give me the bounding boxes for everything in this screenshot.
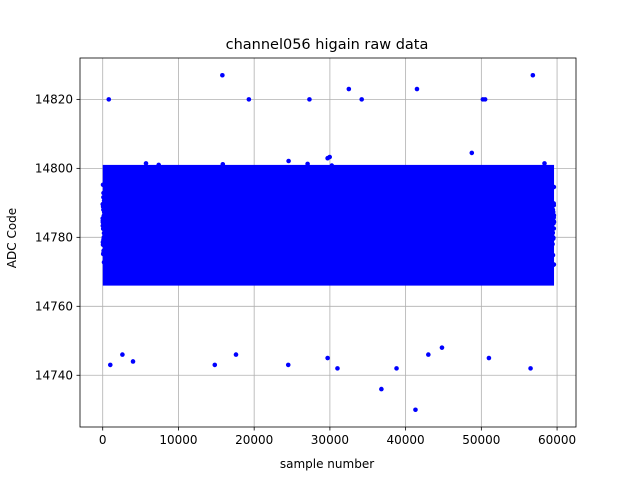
outlier-point bbox=[346, 86, 352, 92]
x-tick-label: 60000 bbox=[538, 433, 576, 447]
x-tick-label: 0 bbox=[99, 433, 107, 447]
outlier-point bbox=[220, 72, 225, 78]
chart-title: channel056 higain raw data bbox=[226, 37, 429, 53]
y-axis-label: ADC Code bbox=[5, 208, 19, 268]
outlier-point bbox=[359, 97, 364, 102]
dense-band-core bbox=[102, 164, 555, 286]
x-tick-label: 20000 bbox=[235, 433, 273, 447]
x-tick-label: 40000 bbox=[387, 433, 425, 447]
outlier-point bbox=[439, 345, 445, 350]
y-tick-label: 14780 bbox=[35, 231, 73, 245]
outlier-point bbox=[325, 355, 330, 361]
outlier-point bbox=[335, 366, 340, 371]
plot-frame bbox=[79, 57, 577, 428]
outlier-point bbox=[233, 352, 239, 357]
y-tick-label: 14820 bbox=[35, 93, 73, 107]
outlier-point bbox=[486, 355, 492, 361]
outlier-point bbox=[106, 97, 112, 102]
outlier-point bbox=[212, 362, 218, 368]
y-tick-label: 14760 bbox=[35, 300, 73, 314]
outlier-point bbox=[285, 362, 291, 368]
x-tick-label: 50000 bbox=[462, 433, 500, 447]
outlier-point bbox=[307, 97, 312, 102]
outlier-point bbox=[426, 352, 431, 357]
x-axis-label: sample number bbox=[280, 457, 374, 471]
outlier-point bbox=[394, 366, 399, 371]
x-tick-label: 10000 bbox=[159, 433, 197, 447]
outlier-point bbox=[107, 362, 113, 368]
x-axis-ticks: 0 10000 20000 30000 40000 50000 60000 bbox=[99, 427, 576, 447]
y-tick-label: 14740 bbox=[35, 369, 73, 383]
outlier-point bbox=[246, 97, 252, 102]
y-tick-label: 14800 bbox=[35, 162, 73, 176]
y-axis-ticks: 14740 14760 14780 14800 14820 bbox=[35, 93, 80, 383]
outlier-point bbox=[482, 97, 488, 102]
x-tick-label: 30000 bbox=[311, 433, 349, 447]
outlier-point bbox=[530, 72, 536, 78]
data-points bbox=[100, 72, 557, 413]
outlier-point bbox=[414, 86, 420, 92]
outlier-point bbox=[528, 366, 533, 371]
outlier-point bbox=[413, 407, 418, 413]
outlier-point bbox=[120, 352, 125, 357]
outlier-point bbox=[379, 386, 384, 392]
outlier-point bbox=[130, 359, 136, 364]
